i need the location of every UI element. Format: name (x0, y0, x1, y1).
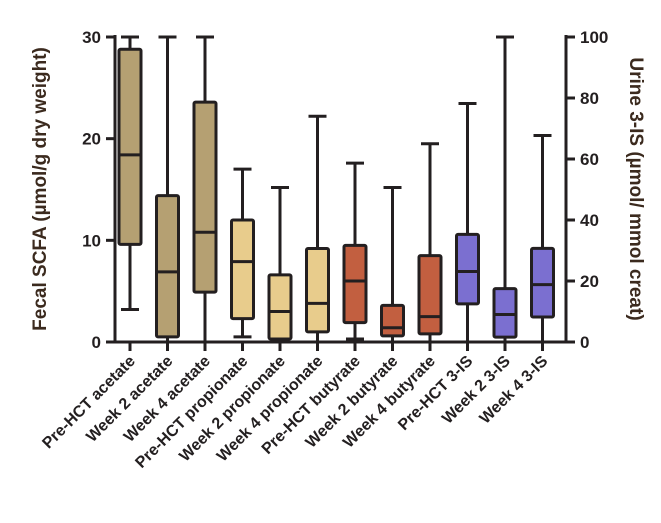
box-iqr (380, 303, 405, 338)
box-series-group (117, 35, 555, 344)
box-iqr (192, 100, 218, 294)
box-iqr (155, 194, 180, 339)
left-y-tick-label: 20 (82, 130, 101, 149)
box-week-4-propionate (305, 114, 330, 344)
right-y-tick-label: 80 (580, 89, 599, 108)
box-week-4-butyrate (417, 142, 443, 344)
box-iqr (305, 246, 330, 334)
box-iqr (492, 287, 518, 339)
right-y-tick-label: 100 (580, 28, 608, 47)
left-y-tick-label: 30 (82, 28, 101, 47)
box-week-2-acetate (155, 35, 180, 344)
box-pre-hct-3-is (455, 101, 480, 344)
box-iqr (117, 47, 143, 246)
right-y-tick-label: 20 (580, 272, 599, 291)
box-pre-hct-butyrate (342, 161, 368, 341)
box-pre-hct-acetate (117, 35, 143, 311)
box-week-2-propionate (267, 185, 293, 344)
box-week-2-butyrate (380, 185, 405, 344)
box-iqr (342, 243, 368, 325)
right-axis-title: Urine 3-IS (µmol/ mmol creat) (625, 57, 646, 320)
box-week-2-3-is (492, 35, 518, 344)
axes-group: 0 10 20 30 0 20 40 60 80 100 (82, 28, 608, 352)
right-y-tick-label: 60 (580, 150, 599, 169)
box-iqr (267, 273, 293, 341)
left-y-tick-label: 10 (82, 231, 101, 250)
box-iqr (230, 218, 255, 321)
box-week-4-acetate (192, 35, 218, 344)
box-iqr (455, 232, 480, 306)
box-pre-hct-propionate (230, 167, 255, 339)
right-y-tick-label: 40 (580, 211, 599, 230)
left-axis-title: Fecal SCFA (µmol/g dry weight) (30, 47, 51, 331)
box-iqr (417, 254, 443, 336)
box-week-4-3-is (530, 134, 555, 344)
box-iqr (530, 246, 555, 319)
right-y-tick-label: 0 (580, 333, 589, 352)
left-y-tick-label: 0 (92, 333, 101, 352)
